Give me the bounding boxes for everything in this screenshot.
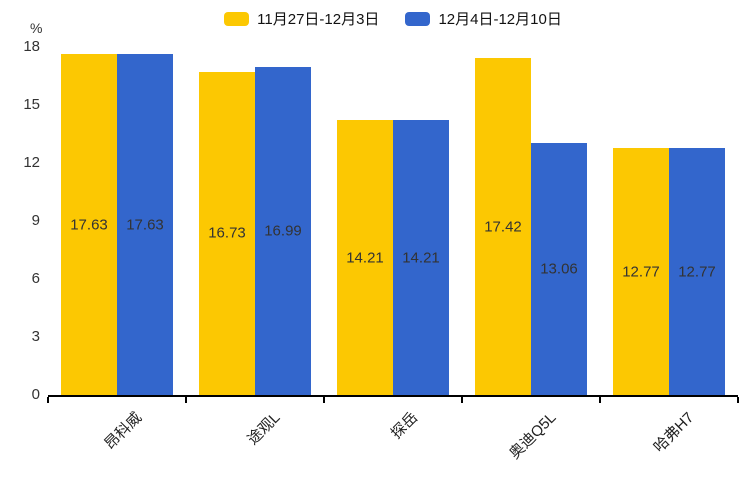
y-axis-unit-label: % [30, 20, 43, 36]
bar-value-label: 17.63 [70, 216, 108, 234]
x-axis-tick [461, 397, 463, 403]
x-axis-tick [599, 397, 601, 403]
bar[interactable]: 17.63 [61, 54, 117, 395]
plot-area: 18 15 12 9 6 3 0 17.63 17.63 昂科威 16.73 16.99 途观L 14.2… [23, 38, 739, 462]
bar[interactable]: 13.06 [531, 142, 587, 395]
legend-item-week2[interactable]: 12月4日-12月10日 [405, 8, 562, 29]
y-axis-tick-label: 0 [31, 386, 40, 403]
bar-value-label: 16.73 [208, 224, 246, 242]
x-axis-tick [47, 397, 49, 403]
x-axis-category-label: 昂科威 [101, 409, 146, 453]
legend: 11月27日-12月3日 12月4日-12月10日 [48, 8, 738, 29]
bar-value-label: 13.06 [540, 260, 578, 278]
y-axis-tick-label: 18 [23, 38, 40, 55]
x-axis-category-label: 探岳 [387, 409, 422, 443]
bar-value-label: 14.21 [346, 249, 384, 267]
bar[interactable]: 12.77 [613, 148, 669, 395]
x-axis-category-label: 哈弗H7 [650, 409, 698, 456]
x-axis-tick [323, 397, 325, 403]
bar[interactable]: 12.77 [669, 148, 725, 395]
x-axis-category-label: 途观L [244, 409, 284, 449]
bar[interactable]: 17.42 [475, 58, 531, 395]
y-axis-tick-label: 15 [23, 96, 40, 113]
y-axis-tick-label: 12 [23, 154, 40, 171]
x-axis-tick [185, 397, 187, 403]
y-axis-tick-label: 9 [31, 212, 40, 229]
legend-swatch-week1 [224, 11, 250, 26]
legend-label-week2: 12月4日-12月10日 [438, 11, 562, 28]
bar[interactable]: 14.21 [337, 120, 393, 395]
bar-value-label: 16.99 [264, 222, 302, 240]
legend-item-week1[interactable]: 11月27日-12月3日 [224, 8, 379, 29]
bar-value-label: 12.77 [678, 263, 716, 281]
x-axis-category-label: 奥迪Q5L [505, 409, 560, 463]
y-axis-tick-label: 6 [31, 270, 40, 287]
bar-value-label: 17.42 [484, 218, 522, 236]
bar-value-label: 14.21 [402, 249, 440, 267]
x-axis-tick [737, 397, 739, 403]
bar-value-label: 17.63 [126, 216, 164, 234]
legend-swatch-week2 [405, 11, 431, 26]
bar[interactable]: 17.63 [117, 54, 173, 395]
bar-value-label: 12.77 [622, 263, 660, 281]
legend-label-week1: 11月27日-12月3日 [257, 11, 380, 28]
y-axis-tick-label: 3 [31, 328, 40, 345]
bar[interactable]: 16.99 [255, 66, 311, 395]
bar[interactable]: 16.73 [199, 71, 255, 395]
bar[interactable]: 14.21 [393, 120, 449, 395]
